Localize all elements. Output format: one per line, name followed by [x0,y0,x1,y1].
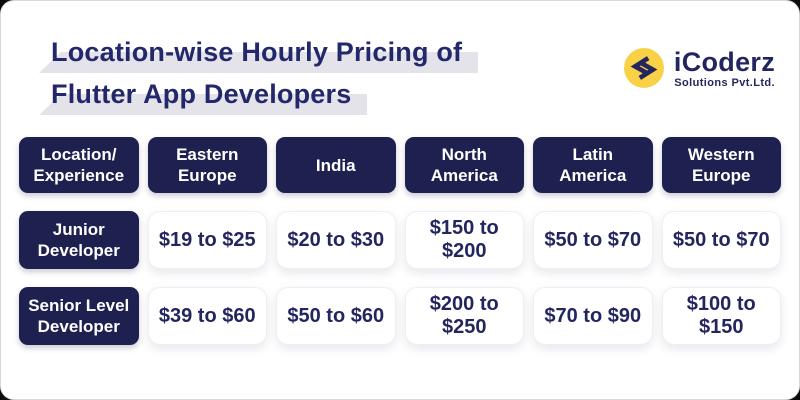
price-cell-junior-western-europe: $50 to $70 [661,211,781,269]
title-highlight-bar [39,94,368,115]
page-title: Location-wise Hourly Pricing of Flutter … [39,31,479,115]
brand-text: iCoderz Solutions Pvt.Ltd. [673,46,775,89]
title-text-1: Location-wise Hourly Pricing of [51,37,463,67]
pricing-table: Location/ Experience Eastern Europe Indi… [1,115,799,345]
brand-name: iCoderz [673,46,775,77]
column-header-eastern-europe: Eastern Europe [147,137,267,193]
header: Location-wise Hourly Pricing of Flutter … [1,1,799,115]
brand-subtitle: Solutions Pvt.Ltd. [674,76,775,89]
price-cell-junior-india: $20 to $30 [276,211,396,269]
row-header-junior-developer: Junior Developer [19,211,139,269]
column-header-north-america: North America [404,137,524,193]
row-header-senior-level-developer: Senior Level Developer [19,287,139,345]
title-text-2: Flutter App Developers [51,79,352,109]
brand-logo: iCoderz Solutions Pvt.Ltd. [623,47,775,89]
price-cell-senior-eastern-europe: $39 to $60 [147,287,267,345]
price-cell-junior-latin-america: $50 to $70 [533,211,653,269]
column-header-india: India [276,137,396,193]
price-cell-junior-north-america: $150 to $200 [404,211,524,269]
price-cell-senior-latin-america: $70 to $90 [533,287,653,345]
price-cell-junior-eastern-europe: $19 to $25 [147,211,267,269]
column-header-location-experience: Location/ Experience [19,137,139,193]
title-line-2: Flutter App Developers [39,73,368,115]
code-arrows-icon [623,48,664,88]
title-highlight-bar [39,52,479,73]
price-cell-senior-north-america: $200 to $250 [404,287,524,345]
column-header-latin-america: Latin America [533,137,653,193]
title-line-1: Location-wise Hourly Pricing of [39,31,479,73]
price-cell-senior-india: $50 to $60 [276,287,396,345]
price-cell-senior-western-europe: $100 to $150 [661,287,781,345]
column-header-western-europe: Western Europe [661,137,781,193]
